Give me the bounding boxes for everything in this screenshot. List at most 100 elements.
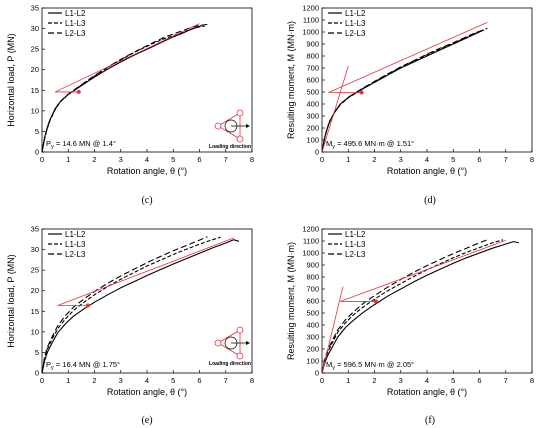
y-tick-label: 1100	[303, 16, 319, 25]
yield-construction-line	[328, 22, 488, 93]
y-tick-label: 25	[31, 45, 39, 54]
x-tick-label: 3	[119, 376, 123, 385]
x-tick-label: 0	[320, 376, 324, 385]
yield-subscript: y	[51, 365, 54, 371]
yield-construction-line	[57, 237, 234, 306]
series-line-l1-l3	[321, 29, 486, 153]
yield-symbol: M	[326, 139, 332, 148]
arrow-head-icon	[246, 124, 250, 128]
x-tick-label: 1	[66, 376, 70, 385]
x-tick-label: 5	[451, 155, 455, 164]
x-tick-label: 7	[504, 155, 508, 164]
legend-entry: L1-L2	[345, 230, 366, 239]
x-tick-label: 2	[92, 376, 96, 385]
x-tick-label: 6	[477, 376, 481, 385]
y-tick-label: 400	[306, 321, 319, 330]
y-tick-label: 900	[306, 40, 319, 49]
y-tick-label: 1000	[302, 249, 319, 258]
series-line-l1-l2	[321, 241, 520, 374]
x-tick-label: 2	[372, 376, 376, 385]
y-tick-label: 600	[306, 76, 319, 85]
y-tick-label: 20	[31, 65, 39, 74]
legend-entry: L1-L3	[345, 19, 366, 28]
yield-annotation: My = 596.5 MN·m @ 2.05°	[326, 360, 414, 371]
y-tick-label: 20	[31, 286, 39, 295]
legend-entry: L2-L3	[345, 29, 366, 38]
x-tick-label: 2	[92, 155, 96, 164]
yield-point-marker	[76, 89, 81, 94]
yield-subscript: y	[332, 144, 335, 150]
chart-panel-e: 0 1 2 3 4 5 6 7 8 0 5 10 15 20 25 30 35 Rotation angle, θ…	[6, 225, 254, 427]
y-tick-label: 1200	[302, 225, 319, 234]
panel-caption: (d)	[424, 195, 436, 206]
y-tick-label: 1200	[302, 4, 319, 13]
series-line-l1-l2	[41, 24, 203, 153]
x-tick-label: 6	[197, 376, 201, 385]
x-tick-label: 5	[451, 376, 455, 385]
pile-circle	[236, 135, 244, 143]
x-tick-label: 1	[346, 155, 350, 164]
yield-point-marker	[359, 90, 364, 95]
x-axis-label: Rotation angle, θ (°)	[387, 387, 467, 397]
y-tick-label: 300	[306, 112, 319, 121]
x-tick-label: 4	[425, 155, 429, 164]
x-tick-label: 6	[197, 155, 201, 164]
yield-annotation: Py = 16.4 MN @ 1.75°	[46, 360, 120, 371]
y-tick-label: 15	[31, 307, 39, 316]
y-tick-label: 200	[306, 345, 319, 354]
legend-entry: L2-L3	[65, 29, 86, 38]
y-tick-label: 500	[306, 309, 319, 318]
y-tick-label: 5	[35, 348, 39, 357]
legend-entry: L1-L2	[65, 9, 86, 18]
x-axis-label: Rotation angle, θ (°)	[387, 166, 467, 176]
arrow-head-icon	[246, 341, 250, 345]
y-tick-label: 25	[31, 266, 39, 275]
yield-value: = 495.6 MN·m @ 1.51°	[335, 139, 414, 148]
yield-value: = 14.6 MN @ 1.4°	[54, 139, 116, 148]
legend-entry: L2-L3	[65, 250, 86, 259]
inset-label: Loading direction	[209, 361, 251, 367]
series-line-l1-l3	[41, 236, 221, 374]
y-tick-label: 100	[306, 357, 319, 366]
y-axis-label: Resulting moment, M (MN·m)	[286, 242, 296, 360]
y-tick-label: 900	[306, 261, 319, 270]
x-tick-label: 4	[145, 155, 149, 164]
yield-construction-line	[321, 286, 344, 374]
legend-entry: L1-L3	[345, 240, 366, 249]
y-tick-label: 800	[306, 273, 319, 282]
y-tick-label: 100	[306, 136, 319, 145]
y-tick-label: 0	[315, 148, 319, 157]
chart-panel-f: 0 1 2 3 4 5 6 7 8 0 100 200 300 400 500 600 700 800 900 100…	[286, 225, 534, 427]
x-tick-label: 0	[40, 155, 44, 164]
loading-direction-inset: Loading direction	[209, 326, 251, 367]
x-tick-label: 5	[171, 155, 175, 164]
yield-subscript: y	[51, 144, 54, 150]
series-line-l1-l3	[41, 25, 205, 153]
yield-construction-line	[340, 240, 506, 302]
pile-circle	[236, 109, 244, 117]
y-tick-label: 200	[306, 124, 319, 133]
y-tick-label: 500	[306, 88, 319, 97]
panel-caption: (f)	[425, 415, 435, 426]
yield-construction-line	[321, 66, 349, 153]
series-line-l1-l2	[41, 239, 240, 374]
y-tick-label: 700	[306, 285, 319, 294]
y-tick-label: 10	[31, 106, 39, 115]
x-tick-label: 3	[399, 155, 403, 164]
y-tick-label: 35	[31, 225, 39, 234]
legend-entry: L1-L2	[345, 9, 366, 18]
yield-value: = 596.5 MN·m @ 2.05°	[335, 360, 414, 369]
yield-point-marker	[373, 299, 378, 304]
legend-entry: L1-L3	[65, 240, 86, 249]
x-tick-label: 1	[66, 155, 70, 164]
x-tick-label: 7	[224, 376, 228, 385]
inset-label: Loading direction	[209, 144, 251, 150]
y-tick-label: 0	[35, 369, 39, 378]
y-axis-label: Resulting moment, M (MN·m)	[286, 21, 296, 139]
x-tick-label: 7	[224, 155, 228, 164]
pile-circle	[236, 326, 244, 334]
x-axis-label: Rotation angle, θ (°)	[107, 387, 187, 397]
yield-annotation: My = 495.6 MN·m @ 1.51°	[326, 139, 414, 150]
y-tick-label: 600	[306, 297, 319, 306]
x-tick-label: 0	[320, 155, 324, 164]
